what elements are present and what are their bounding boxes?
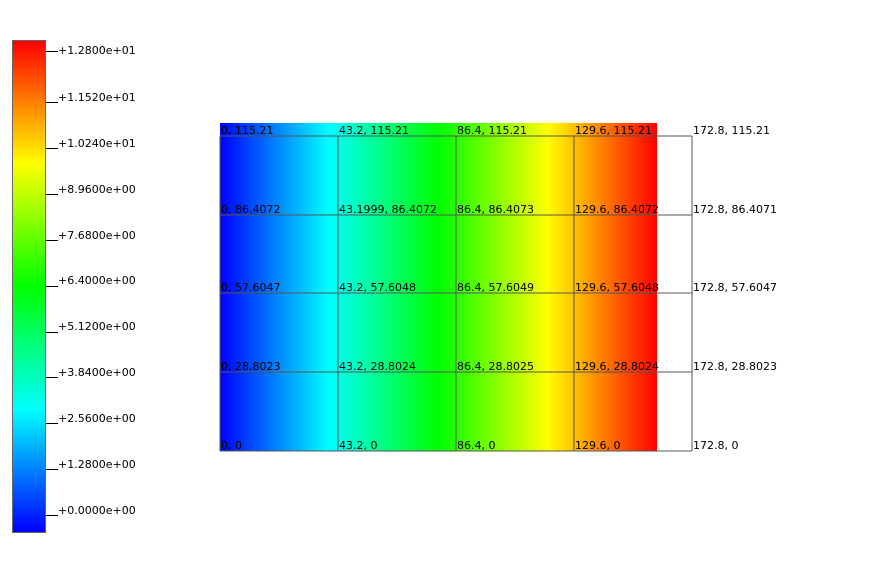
- node-label: 172.8, 0: [693, 439, 739, 452]
- colorbar-tick: [46, 377, 58, 378]
- colorbar-label: +7.6800e+00: [58, 229, 136, 242]
- colorbar-label: +3.8400e+00: [58, 366, 136, 379]
- node-label: 86.4, 57.6049: [457, 281, 534, 294]
- colorbar-tick: [46, 240, 58, 241]
- colorbar-tick: [46, 51, 58, 52]
- node-label: 43.2, 115.21: [339, 124, 409, 137]
- colorbar-label: +5.1200e+00: [58, 320, 136, 333]
- node-label: 172.8, 28.8023: [693, 360, 777, 373]
- node-label: 86.4, 0: [457, 439, 496, 452]
- node-label: 129.6, 28.8024: [575, 360, 659, 373]
- colorbar-tick: [46, 469, 58, 470]
- node-label: 0, 0: [221, 439, 242, 452]
- node-label: 43.2, 57.6048: [339, 281, 416, 294]
- colorbar-tick: [46, 194, 58, 195]
- colorbar-tick: [46, 515, 58, 516]
- colorbar-tick: [46, 423, 58, 424]
- node-label: 129.6, 57.6048: [575, 281, 659, 294]
- colorbar-tick: [46, 332, 58, 333]
- colorbar-label: +1.0240e+01: [58, 137, 136, 150]
- colorbar-label: +8.9600e+00: [58, 183, 136, 196]
- node-label: 43.2, 0: [339, 439, 378, 452]
- colorbar-tick: [46, 148, 58, 149]
- node-label: 172.8, 115.21: [693, 124, 770, 137]
- node-label: 129.6, 115.21: [575, 124, 652, 137]
- node-label: 86.4, 28.8025: [457, 360, 534, 373]
- node-label: 0, 28.8023: [221, 360, 281, 373]
- color-field: [220, 123, 657, 451]
- colorbar-label: +1.2800e+00: [58, 458, 136, 471]
- colorbar: [12, 40, 46, 533]
- node-label: 43.2, 28.8024: [339, 360, 416, 373]
- colorbar-label: +2.5600e+00: [58, 412, 136, 425]
- colorbar-label: +6.4000e+00: [58, 274, 136, 287]
- node-label: 172.8, 57.6047: [693, 281, 777, 294]
- node-label: 0, 57.6047: [221, 281, 281, 294]
- colorbar-tick: [46, 286, 58, 287]
- node-label: 172.8, 86.4071: [693, 203, 777, 216]
- node-label: 86.4, 86.4073: [457, 203, 534, 216]
- node-label: 129.6, 0: [575, 439, 621, 452]
- node-label: 0, 86.4072: [221, 203, 281, 216]
- colorbar-tick: [46, 102, 58, 103]
- colorbar-label: +1.1520e+01: [58, 91, 136, 104]
- node-label: 0, 115.21: [221, 124, 274, 137]
- colorbar-label: +1.2800e+01: [58, 44, 136, 57]
- node-label: 43.1999, 86.4072: [339, 203, 437, 216]
- colorbar-label: +0.0000e+00: [58, 504, 136, 517]
- node-label: 86.4, 115.21: [457, 124, 527, 137]
- node-label: 129.6, 86.4072: [575, 203, 659, 216]
